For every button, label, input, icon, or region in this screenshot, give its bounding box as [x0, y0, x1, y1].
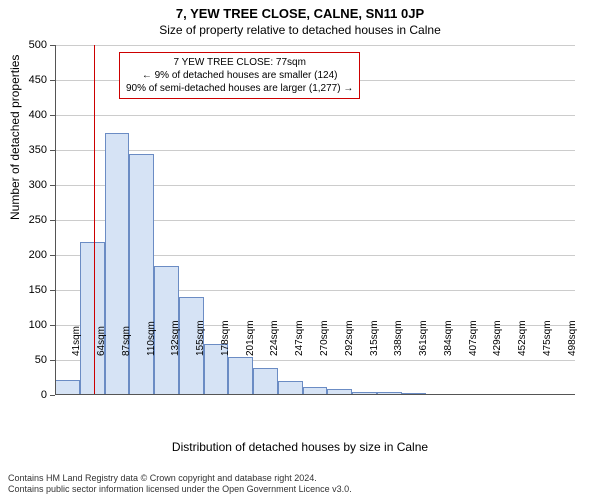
footer-line-1: Contains HM Land Registry data © Crown c…	[8, 473, 352, 485]
y-tick-label: 400	[17, 109, 47, 121]
x-tick-label: 132sqm	[170, 320, 181, 356]
x-tick-label: 498sqm	[567, 320, 578, 356]
info-line-1: 7 YEW TREE CLOSE: 77sqm	[126, 56, 353, 69]
page-title: 7, YEW TREE CLOSE, CALNE, SN11 0JP	[0, 0, 600, 21]
histogram-bar	[278, 381, 303, 395]
x-tick-label: 178sqm	[220, 320, 231, 356]
x-tick-label: 110sqm	[146, 321, 157, 356]
y-tick-label: 0	[17, 389, 47, 401]
x-tick-label: 475sqm	[542, 320, 553, 356]
x-axis	[55, 394, 575, 395]
y-tick-label: 350	[17, 144, 47, 156]
footer-line-2: Contains public sector information licen…	[8, 484, 352, 496]
info-line-3: 90% of semi-detached houses are larger (…	[126, 82, 353, 95]
y-tick-label: 450	[17, 74, 47, 86]
y-tick-label: 50	[17, 354, 47, 366]
y-axis	[55, 45, 56, 395]
y-tick-label: 500	[17, 39, 47, 51]
x-axis-label: Distribution of detached houses by size …	[0, 440, 600, 454]
x-tick-label: 224sqm	[269, 320, 280, 356]
footer-attribution: Contains HM Land Registry data © Crown c…	[8, 473, 352, 496]
x-tick-label: 407sqm	[468, 320, 479, 356]
x-tick-label: 270sqm	[319, 320, 330, 356]
reference-line	[94, 45, 95, 395]
histogram-bar	[228, 357, 253, 396]
y-tick	[50, 395, 55, 396]
gridline	[55, 115, 575, 116]
info-box: 7 YEW TREE CLOSE: 77sqm ← 9% of detached…	[119, 52, 360, 99]
y-tick-label: 250	[17, 214, 47, 226]
x-tick-label: 155sqm	[195, 320, 206, 356]
info-line-2: ← 9% of detached houses are smaller (124…	[126, 69, 353, 82]
x-tick-label: 429sqm	[492, 320, 503, 356]
x-tick-label: 64sqm	[96, 326, 107, 356]
x-tick-label: 384sqm	[443, 320, 454, 356]
x-tick-label: 41sqm	[71, 326, 82, 356]
histogram-bar	[80, 242, 105, 395]
y-tick-label: 300	[17, 179, 47, 191]
gridline	[55, 45, 575, 46]
x-tick-label: 247sqm	[294, 320, 305, 356]
x-tick-label: 452sqm	[517, 320, 528, 356]
histogram-bar	[55, 380, 80, 395]
x-tick-label: 87sqm	[121, 326, 132, 356]
y-tick-label: 100	[17, 319, 47, 331]
page-subtitle: Size of property relative to detached ho…	[0, 21, 600, 41]
x-tick-label: 201sqm	[245, 320, 256, 356]
histogram-bar	[129, 154, 154, 396]
histogram-bar	[253, 368, 278, 395]
x-tick-label: 315sqm	[369, 320, 380, 356]
y-tick-label: 150	[17, 284, 47, 296]
x-tick-label: 338sqm	[393, 320, 404, 356]
y-tick-label: 200	[17, 249, 47, 261]
gridline	[55, 150, 575, 151]
x-tick-label: 292sqm	[344, 320, 355, 356]
x-tick-label: 361sqm	[418, 320, 429, 356]
